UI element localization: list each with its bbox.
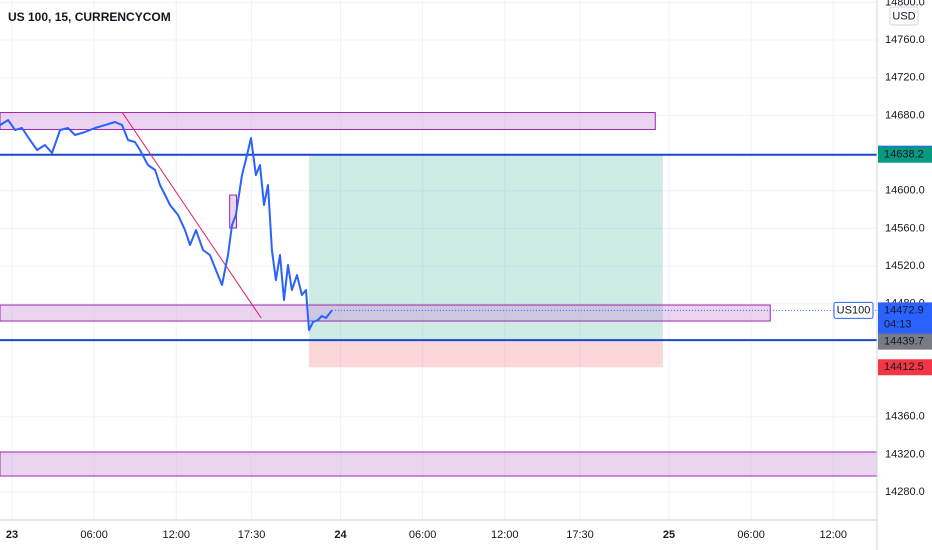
chart-title: US 100, 15, CURRENCYCOM [8,10,171,24]
x-tick-label: 06:00 [409,529,437,541]
y-tick-label: 14600.0 [885,185,925,197]
x-tick-label: 12:00 [163,529,191,541]
price-label-box [878,302,932,333]
currency-box [889,6,919,26]
y-tick-label: 14560.0 [885,222,925,234]
price-label: 14472.9 [884,304,924,316]
price-label: 14412.5 [884,361,924,373]
x-tick-label: 24 [334,529,347,541]
y-tick-label: 14760.0 [885,34,925,46]
price-label: 14638.2 [884,149,924,161]
y-tick-label: 14800.0 [885,0,925,8]
x-tick-label: 17:30 [238,529,266,541]
loss-zone [309,340,663,368]
x-tick-label: 06:00 [80,529,108,541]
y-tick-label: 14680.0 [885,109,925,121]
profit-zone [309,154,663,341]
y-tick-label: 14720.0 [885,72,925,84]
symbol-tag-box [833,301,874,319]
zone [0,451,877,477]
price-label-box [878,359,932,376]
axes: 14800.0 14760.0 14720.0 14680.0 14600.0 14560… [6,0,932,541]
x-tick-label: 06:00 [737,529,765,541]
x-tick-label: 25 [663,529,675,541]
y-tick-label: 14520.0 [885,260,925,272]
zone [0,304,771,322]
price-label: 14439.7 [884,336,924,348]
price-label-box [878,146,932,163]
countdown: 04:13 [884,318,912,330]
currency: USD [892,10,915,22]
y-tick-label: 14320.0 [885,448,925,460]
grid [0,0,877,520]
trend-line [121,111,262,319]
symbol-tag: US100 [837,304,871,316]
y-tick-label: 14280.0 [885,486,925,498]
x-tick-label: 17:30 [566,529,594,541]
x-tick-label: 12:00 [819,529,847,541]
x-tick-label: 23 [6,529,18,541]
zone [0,112,656,130]
plot [0,111,877,477]
price-label-box [878,333,932,350]
price-line [0,119,333,332]
y-tick-label: 14360.0 [885,411,925,423]
x-tick-label: 12:00 [491,529,519,541]
